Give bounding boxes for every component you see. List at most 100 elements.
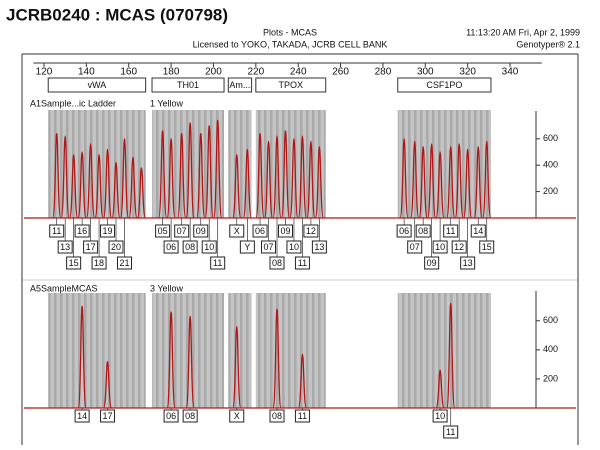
peak — [482, 140, 492, 219]
peak — [119, 138, 130, 219]
allele-label: 15 — [69, 258, 79, 268]
allele-box — [415, 224, 431, 238]
peak — [60, 135, 70, 219]
allele-box — [269, 256, 285, 270]
x-tick-label: 120 — [36, 67, 53, 78]
allele-label: 09 — [427, 258, 437, 268]
peak — [272, 135, 282, 219]
allele-label: 10 — [435, 411, 445, 421]
peak — [314, 146, 325, 219]
x-tick-label: 260 — [332, 67, 349, 78]
peak — [272, 308, 282, 409]
peak — [263, 140, 274, 219]
allele-label: 06 — [166, 411, 176, 421]
peak — [297, 353, 308, 409]
peak — [280, 130, 291, 219]
allele-box — [303, 224, 319, 238]
panel-title: A1Sample...ic Ladder — [30, 98, 116, 108]
allele-label: 10 — [435, 242, 445, 252]
allele-box — [100, 224, 116, 238]
allele-box — [407, 240, 423, 254]
y-tick-label: 400 — [543, 344, 558, 354]
peak — [435, 151, 445, 219]
allele-box — [163, 240, 179, 254]
allele-label: Y — [244, 242, 250, 252]
peak — [418, 146, 428, 219]
locus-name: TPOX — [279, 80, 304, 90]
peak — [157, 130, 168, 219]
allele-box — [229, 409, 245, 423]
locus-name: CSF1PO — [426, 80, 462, 90]
peak — [446, 146, 456, 219]
allele-label: 18 — [94, 258, 104, 268]
peak — [177, 132, 187, 219]
allele-label: 08 — [418, 226, 428, 236]
peak — [255, 132, 265, 219]
page-title: JCRB0240 : MCAS (070798) — [6, 5, 228, 24]
software: Genotyper® 2.1 — [516, 39, 580, 49]
locus-box — [151, 77, 225, 93]
allele-box — [311, 240, 327, 254]
allele-label: 09 — [280, 226, 290, 236]
allele-box — [396, 224, 412, 238]
peak — [85, 143, 96, 219]
allele-label: 12 — [306, 226, 316, 236]
allele-box — [261, 240, 277, 254]
x-tick-label: 320 — [459, 67, 476, 78]
panel-dye: 3 Yellow — [150, 283, 184, 293]
allele-box — [83, 240, 99, 254]
peak — [77, 151, 87, 219]
peak — [69, 153, 79, 219]
allele-label: 11 — [52, 226, 61, 236]
x-tick-label: 140 — [78, 67, 95, 78]
y-tick-label: 600 — [543, 315, 558, 325]
allele-box — [174, 224, 190, 238]
locus-box — [397, 77, 492, 93]
allele-box — [269, 409, 285, 423]
peak — [166, 138, 176, 219]
peak — [213, 119, 223, 219]
allele-box — [100, 409, 116, 423]
allele-box — [49, 224, 65, 238]
allele-box — [229, 224, 245, 238]
allele-box — [252, 224, 268, 238]
locus-box — [227, 77, 253, 93]
license: Licensed to YOKO, TAKADA, JCRB CELL BANK — [193, 39, 388, 49]
peak — [463, 148, 473, 219]
allele-label: 06 — [255, 226, 265, 236]
allele-label: 13 — [60, 242, 70, 252]
allele-label: 07 — [410, 242, 420, 252]
peak — [242, 148, 252, 219]
allele-box — [66, 256, 82, 270]
allele-box — [277, 224, 293, 238]
allele-box — [108, 240, 124, 254]
allele-label: 05 — [158, 226, 168, 236]
allele-label: 11 — [298, 411, 307, 421]
allele-label: 10 — [289, 242, 299, 252]
allele-label: 20 — [111, 242, 121, 252]
allele-label: 13 — [314, 242, 324, 252]
allele-box — [74, 224, 90, 238]
x-tick-label: 240 — [290, 67, 307, 78]
peak — [410, 140, 420, 219]
peak — [446, 302, 456, 409]
allele-box — [432, 240, 448, 254]
peak — [128, 156, 138, 219]
allele-box — [163, 409, 179, 423]
allele-box — [239, 240, 255, 254]
allele-box — [432, 409, 448, 423]
peak — [427, 143, 437, 219]
allele-box — [424, 256, 440, 270]
allele-box — [479, 240, 495, 254]
allele-label: 12 — [454, 242, 464, 252]
peak — [297, 135, 308, 219]
peak — [232, 325, 242, 409]
allele-box — [116, 256, 132, 270]
allele-label: 07 — [177, 226, 187, 236]
allele-label: X — [234, 411, 240, 421]
y-tick-label: 600 — [543, 133, 558, 143]
locus-box — [255, 77, 327, 93]
peak — [196, 132, 206, 219]
locus-name: Am... — [229, 80, 250, 90]
